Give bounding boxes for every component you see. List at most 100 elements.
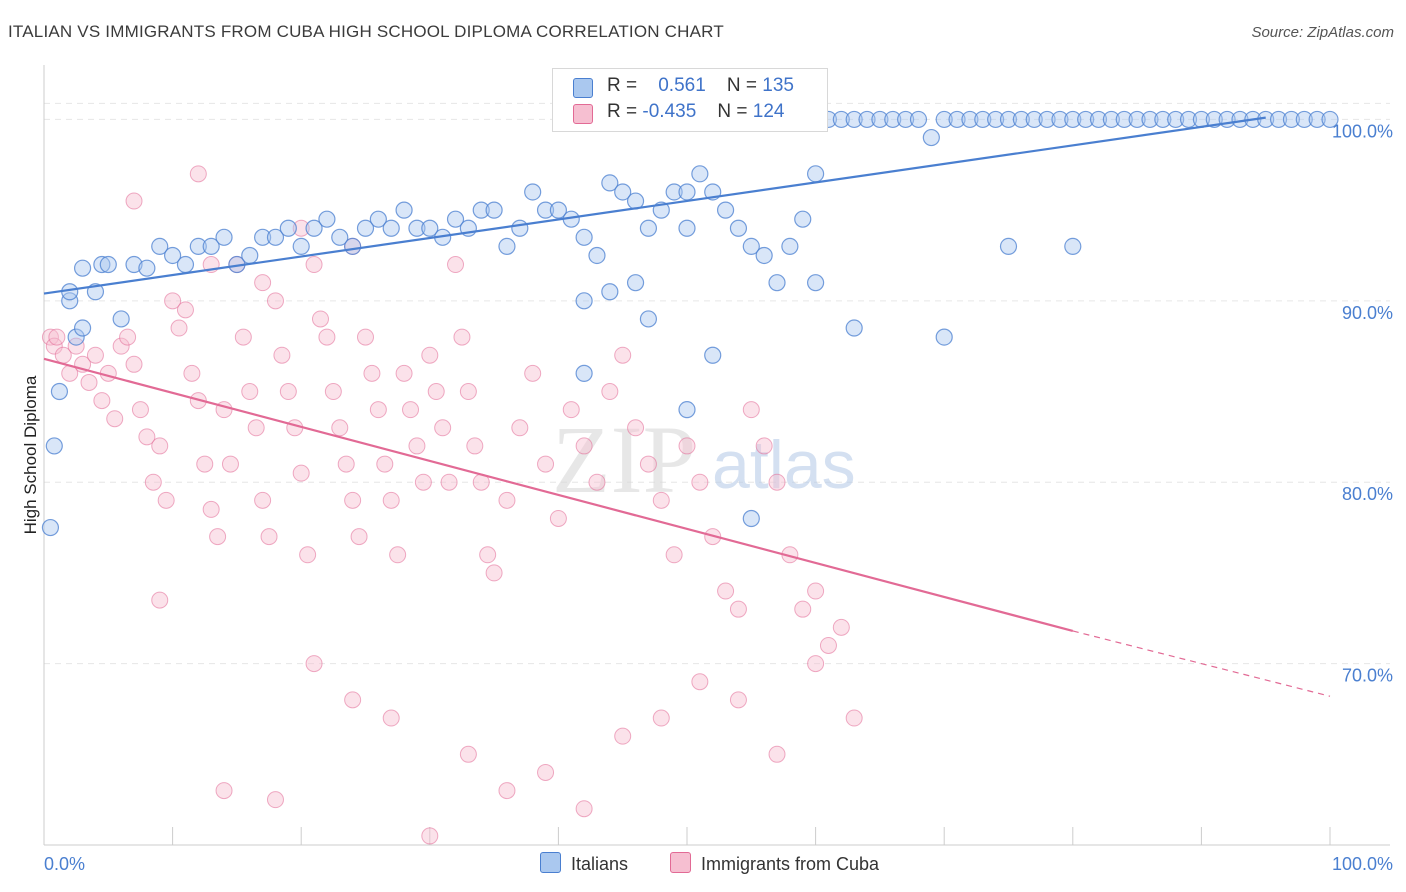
italians-point — [1128, 110, 1146, 129]
italians-point — [1089, 110, 1108, 129]
italians-point — [845, 110, 863, 129]
italians-point — [1102, 110, 1120, 129]
cuba-point — [575, 800, 593, 818]
cuba-point — [260, 528, 278, 546]
italians-point — [93, 255, 111, 274]
italians-point — [601, 283, 619, 301]
italians-point — [1154, 110, 1172, 129]
cuba-point — [498, 491, 516, 509]
cuba-point — [138, 428, 156, 446]
italians-point — [524, 183, 542, 201]
cuba-point — [266, 791, 284, 809]
italians-point — [665, 183, 683, 201]
cuba-point — [447, 256, 465, 274]
cuba-point — [131, 401, 149, 419]
cuba-point — [247, 419, 265, 437]
italians-point — [331, 228, 349, 246]
italians-point — [858, 110, 876, 129]
r-label: R = — [607, 75, 638, 96]
cuba-point — [768, 745, 786, 763]
cuba-point — [112, 337, 130, 355]
cuba-point — [479, 546, 497, 564]
cuba-point — [93, 392, 111, 410]
cuba-point — [305, 256, 323, 274]
cuba-point — [382, 491, 400, 509]
italians-point — [575, 364, 593, 382]
cuba-point — [652, 491, 670, 509]
y-axis-label: High School Diploma — [21, 375, 40, 534]
cuba-point — [151, 437, 169, 455]
italians-point — [935, 328, 953, 346]
bottom-label-cuba: Immigrants from Cuba — [701, 854, 880, 874]
cuba-point — [254, 491, 272, 509]
italians-point — [61, 292, 79, 310]
watermark-atlas: atlas — [712, 427, 856, 503]
italians-point — [806, 165, 825, 183]
italians-point — [794, 210, 812, 228]
italians-point — [511, 219, 529, 237]
cuba-point — [125, 355, 143, 373]
blue-r-value: 0.561 — [658, 75, 706, 96]
cuba-point — [183, 364, 201, 382]
cuba-point — [151, 591, 169, 609]
cuba-point — [209, 528, 227, 546]
cuba-point — [376, 455, 394, 473]
bottom-swatch-pink — [670, 852, 691, 873]
italians-point — [189, 237, 207, 255]
cuba-point — [601, 383, 619, 401]
watermark-zip: ZIP — [552, 406, 696, 513]
cuba-point — [241, 383, 259, 401]
italians-point — [138, 259, 156, 277]
cuba-point — [729, 691, 747, 709]
cuba-point — [459, 745, 477, 763]
cuba-point — [357, 328, 374, 346]
cuba-point — [421, 346, 439, 364]
italians-point — [729, 219, 748, 237]
italians-point — [395, 201, 413, 219]
italians-point — [575, 228, 593, 246]
cuba-point — [440, 473, 458, 491]
italians-point — [884, 110, 902, 129]
italians-point — [1308, 110, 1326, 129]
italians-point — [344, 237, 362, 255]
stats-legend: R = 0.561 N = 135 R = -0.435 N = 124 — [552, 68, 828, 132]
italians-point — [112, 310, 130, 328]
italians-point — [1282, 110, 1301, 129]
cuba-point — [67, 337, 85, 355]
italians-point — [948, 110, 966, 129]
cuba-point — [588, 473, 606, 491]
italians-point — [999, 110, 1018, 129]
italians-point — [536, 201, 555, 219]
italians-point — [897, 110, 915, 129]
cuba-point — [691, 473, 709, 491]
cuba-point — [86, 346, 104, 364]
cuba-point — [678, 437, 696, 455]
cuba-point — [729, 600, 747, 618]
cuba-point — [768, 473, 786, 491]
italians-point — [716, 201, 735, 219]
n-label: N = — [717, 101, 748, 122]
italians-point — [614, 183, 632, 201]
italians-point — [41, 518, 60, 537]
cuba-point — [157, 491, 175, 509]
cuba-point — [794, 600, 812, 618]
italians-point — [845, 319, 863, 337]
cuba-point — [350, 528, 368, 546]
italians-point — [832, 110, 850, 129]
cuba-point — [408, 437, 426, 455]
italians-point — [45, 437, 63, 455]
cuba-point — [202, 500, 220, 518]
cuba-point — [369, 401, 387, 419]
cuba-point — [639, 455, 657, 473]
pink-n-value: 124 — [752, 101, 785, 122]
y-tick-labels: 70.0% 80.0% 90.0% 100.0% — [1332, 121, 1393, 685]
italians-point — [369, 210, 387, 228]
italians-point — [999, 237, 1018, 255]
bottom-swatch-blue — [540, 852, 561, 873]
italians-point — [678, 219, 696, 237]
cuba-point — [279, 383, 297, 401]
italians-point — [446, 210, 465, 228]
series-cuba-points — [41, 165, 863, 845]
cuba-point — [170, 319, 188, 337]
